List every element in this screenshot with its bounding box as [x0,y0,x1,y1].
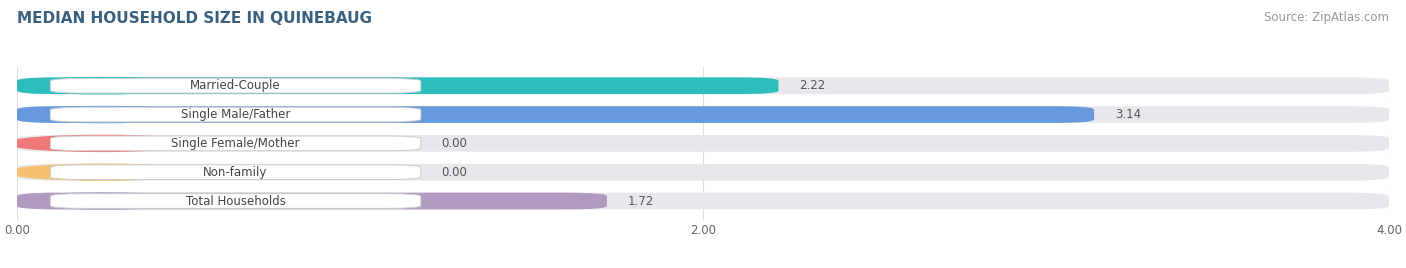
FancyBboxPatch shape [17,106,1389,123]
FancyBboxPatch shape [51,107,420,122]
FancyBboxPatch shape [17,77,779,94]
Circle shape [7,78,198,94]
Text: 3.14: 3.14 [1115,108,1140,121]
Text: Total Households: Total Households [186,195,285,207]
FancyBboxPatch shape [51,136,420,151]
Circle shape [7,193,198,209]
Text: Single Male/Father: Single Male/Father [181,108,290,121]
Text: 0.00: 0.00 [441,166,467,179]
FancyBboxPatch shape [17,106,1094,123]
FancyBboxPatch shape [17,135,1389,152]
Text: Source: ZipAtlas.com: Source: ZipAtlas.com [1264,11,1389,24]
Text: Married-Couple: Married-Couple [190,79,281,92]
Text: 0.00: 0.00 [441,137,467,150]
Circle shape [7,107,198,122]
Text: 1.72: 1.72 [627,195,654,207]
FancyBboxPatch shape [17,77,1389,94]
Text: Non-family: Non-family [204,166,267,179]
FancyBboxPatch shape [17,164,1389,181]
FancyBboxPatch shape [51,165,420,180]
FancyBboxPatch shape [51,194,420,209]
Text: Single Female/Mother: Single Female/Mother [172,137,299,150]
Text: MEDIAN HOUSEHOLD SIZE IN QUINEBAUG: MEDIAN HOUSEHOLD SIZE IN QUINEBAUG [17,11,371,26]
Text: 2.22: 2.22 [799,79,825,92]
FancyBboxPatch shape [17,193,607,209]
FancyBboxPatch shape [17,193,1389,209]
Circle shape [7,164,198,180]
FancyBboxPatch shape [51,78,420,93]
Circle shape [7,135,198,151]
